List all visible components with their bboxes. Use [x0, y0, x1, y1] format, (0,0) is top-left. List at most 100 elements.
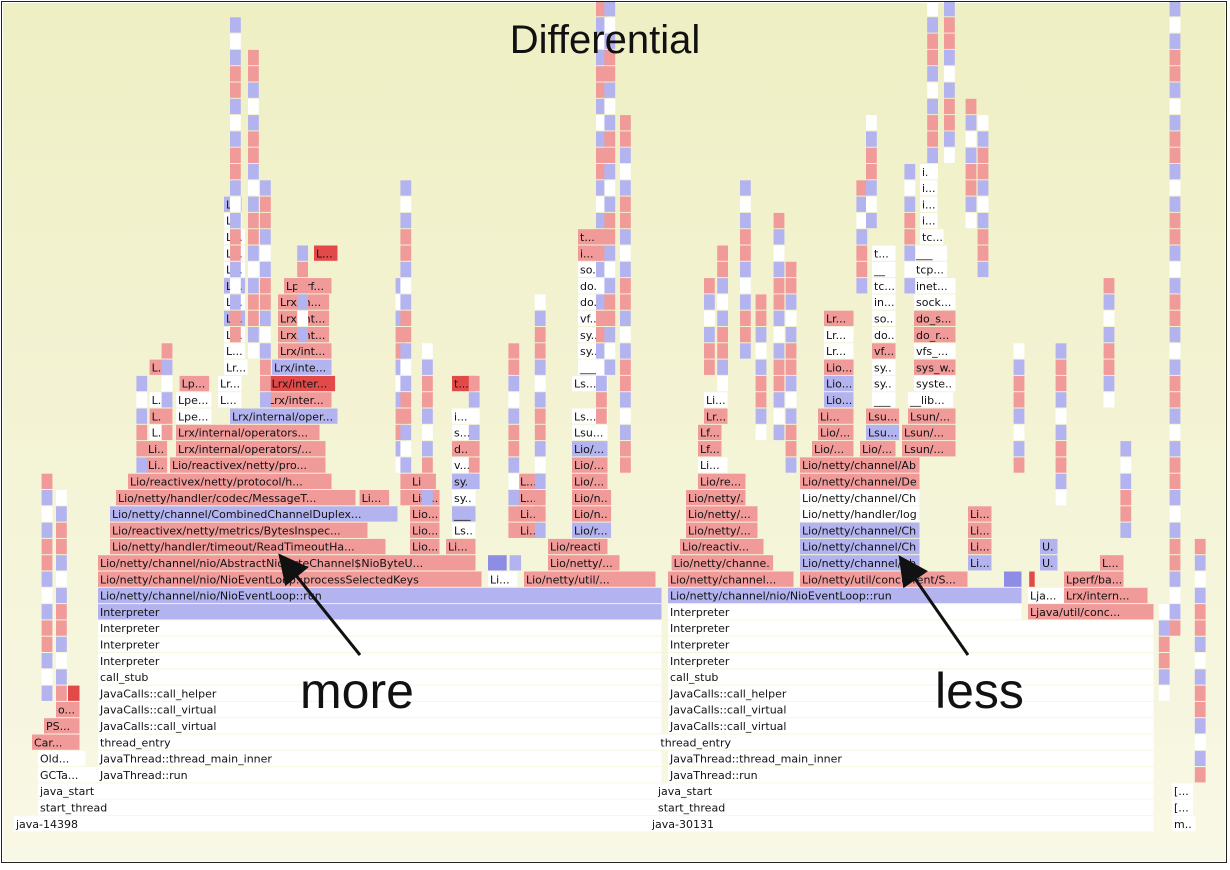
flame-sliver[interactable] — [230, 147, 241, 163]
flame-frame[interactable] — [914, 245, 948, 261]
flame-sliver[interactable] — [1013, 343, 1025, 359]
flame-frame[interactable] — [38, 767, 98, 783]
flame-sliver[interactable] — [717, 327, 728, 343]
flame-sliver[interactable] — [260, 245, 271, 261]
flame-sliver[interactable] — [230, 98, 241, 115]
flame-frame[interactable] — [914, 261, 948, 278]
flame-sliver[interactable] — [773, 229, 785, 245]
flame-frame[interactable] — [572, 522, 612, 538]
flame-sliver[interactable] — [596, 17, 607, 33]
flame-frame[interactable] — [680, 538, 764, 555]
flame-sliver[interactable] — [620, 212, 631, 229]
flame-sliver[interactable] — [1055, 343, 1067, 359]
flame-sliver[interactable] — [965, 98, 977, 115]
flame-sliver[interactable] — [508, 457, 520, 473]
flame-sliver[interactable] — [773, 424, 785, 441]
flame-sliver[interactable] — [400, 375, 412, 392]
flame-sliver[interactable] — [866, 212, 877, 229]
flame-sliver[interactable] — [56, 587, 67, 604]
flame-frame[interactable] — [914, 294, 956, 310]
flame-sliver[interactable] — [230, 82, 241, 98]
flame-sliver[interactable] — [904, 196, 916, 212]
flame-sliver[interactable] — [866, 196, 877, 212]
flame-sliver[interactable] — [965, 196, 977, 212]
flame-sliver[interactable] — [56, 506, 67, 522]
flame-frame[interactable] — [914, 359, 956, 375]
flame-sliver[interactable] — [596, 196, 607, 212]
flame-sliver[interactable] — [1194, 555, 1206, 571]
flame-sliver[interactable] — [400, 180, 412, 196]
flame-sliver[interactable] — [534, 473, 546, 489]
flame-sliver[interactable] — [856, 229, 868, 245]
flame-frame[interactable] — [98, 587, 662, 604]
flame-frame[interactable] — [658, 734, 1154, 750]
flame-frame[interactable] — [698, 424, 722, 441]
flame-sliver[interactable] — [785, 457, 797, 473]
flame-sliver[interactable] — [1120, 457, 1132, 473]
flame-frame[interactable] — [818, 424, 854, 441]
flame-frame[interactable] — [98, 734, 662, 750]
flame-sliver[interactable] — [400, 457, 412, 473]
flame-frame[interactable] — [656, 783, 1154, 799]
flame-sliver[interactable] — [56, 522, 67, 538]
flame-sliver[interactable] — [866, 115, 877, 131]
flame-sliver[interactable] — [248, 245, 259, 261]
flame-sliver[interactable] — [740, 196, 751, 212]
flame-sliver[interactable] — [717, 261, 728, 278]
flame-sliver[interactable] — [400, 196, 412, 212]
flame-sliver[interactable] — [1169, 147, 1181, 163]
flame-sliver[interactable] — [965, 147, 977, 163]
flame-sliver[interactable] — [604, 131, 616, 147]
flame-sliver[interactable] — [41, 653, 53, 669]
flame-sliver[interactable] — [1169, 98, 1181, 115]
flame-frame[interactable] — [218, 392, 242, 408]
flame-sliver[interactable] — [620, 327, 631, 343]
flame-sliver[interactable] — [230, 278, 241, 294]
flame-sliver[interactable] — [596, 164, 607, 180]
flame-sliver[interactable] — [1169, 555, 1181, 571]
flame-frame[interactable] — [968, 555, 992, 571]
flame-sliver[interactable] — [596, 408, 607, 424]
flame-frame[interactable] — [38, 799, 662, 815]
flame-frame[interactable] — [902, 424, 956, 441]
flame-sliver[interactable] — [400, 278, 412, 294]
flame-sliver[interactable] — [620, 147, 631, 163]
flame-sliver[interactable] — [604, 49, 616, 66]
flame-sliver[interactable] — [620, 196, 631, 212]
flame-sliver[interactable] — [422, 408, 433, 424]
flame-frame[interactable] — [824, 310, 854, 326]
flame-sliver[interactable] — [1169, 82, 1181, 98]
flame-frame[interactable] — [98, 685, 662, 701]
flame-sliver[interactable] — [620, 441, 631, 457]
flame-sliver[interactable] — [1169, 294, 1181, 310]
flame-sliver[interactable] — [773, 359, 785, 375]
flame-sliver[interactable] — [422, 359, 433, 375]
flame-sliver[interactable] — [161, 424, 173, 441]
flame-sliver[interactable] — [260, 359, 271, 375]
flame-sliver[interactable] — [136, 424, 148, 441]
flame-sliver[interactable] — [904, 229, 916, 245]
flame-frame[interactable] — [704, 408, 728, 424]
flame-sliver[interactable] — [620, 164, 631, 180]
flame-sliver[interactable] — [1169, 457, 1181, 473]
flame-sliver[interactable] — [41, 473, 53, 489]
flame-sliver[interactable] — [534, 327, 546, 343]
flame-sliver[interactable] — [1169, 49, 1181, 66]
flame-sliver[interactable] — [1120, 506, 1132, 522]
flame-sliver[interactable] — [604, 98, 616, 115]
flame-sliver[interactable] — [717, 375, 728, 392]
flame-sliver[interactable] — [773, 212, 785, 229]
flame-sliver[interactable] — [1120, 441, 1132, 457]
flame-sliver[interactable] — [927, 147, 938, 163]
flame-frame[interactable] — [872, 392, 896, 408]
flame-frame[interactable] — [14, 816, 782, 832]
flame-frame[interactable] — [572, 506, 612, 522]
flame-sliver[interactable] — [1013, 359, 1025, 375]
flame-frame[interactable] — [800, 555, 920, 571]
flame-frame[interactable] — [872, 294, 896, 310]
flame-frame[interactable] — [572, 457, 608, 473]
flame-sliver[interactable] — [161, 375, 173, 392]
flame-sliver[interactable] — [785, 327, 797, 343]
flame-sliver[interactable] — [41, 538, 53, 555]
flame-sliver[interactable] — [740, 261, 751, 278]
